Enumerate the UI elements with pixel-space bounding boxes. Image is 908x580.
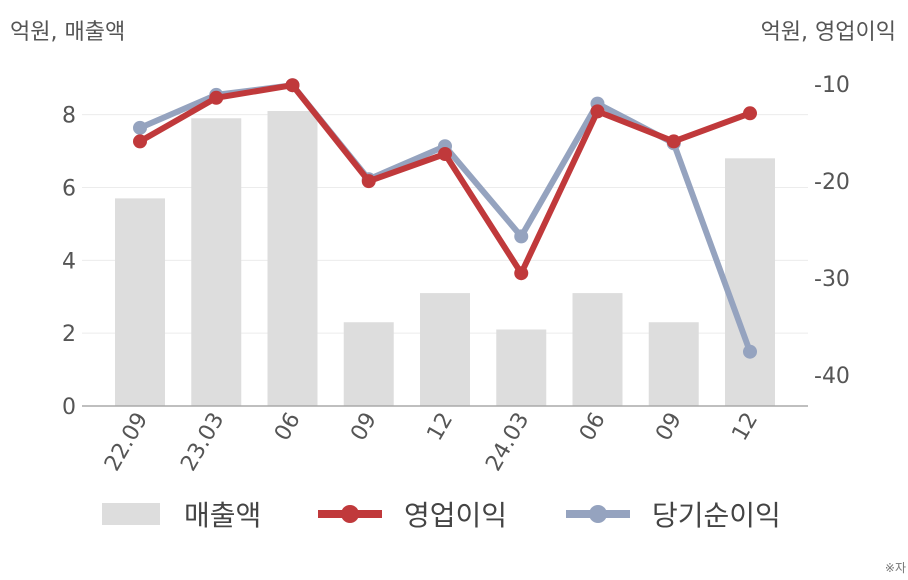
bar-revenue bbox=[725, 158, 775, 406]
x-tick-label: 24.03 bbox=[481, 409, 534, 476]
right-tick-label: -10 bbox=[814, 73, 850, 98]
legend-item-net-income: 당기순이익 bbox=[566, 492, 781, 536]
left-tick-label: 8 bbox=[62, 104, 76, 129]
point-operating-profit bbox=[666, 134, 681, 149]
point-operating-profit bbox=[743, 106, 757, 121]
left-tick-label: 4 bbox=[62, 249, 76, 274]
footnote: ※자 bbox=[884, 561, 906, 575]
legend-item-revenue: 매출액 bbox=[102, 492, 261, 536]
x-tick-label: 09 bbox=[651, 409, 687, 446]
legend-item-operating-profit: 영업이익 bbox=[318, 492, 507, 536]
left-tick-label: 0 bbox=[62, 395, 76, 420]
legend-swatch-net-income bbox=[566, 503, 630, 525]
right-tick-label: -40 bbox=[814, 364, 850, 389]
bar-revenue bbox=[648, 322, 699, 406]
point-operating-profit bbox=[285, 78, 300, 93]
x-tick-label: 12 bbox=[728, 409, 764, 446]
bar-revenue bbox=[191, 118, 242, 406]
bar-revenue bbox=[343, 322, 394, 406]
combo-chart: 0 2 4 6 8 -10 -20 -30 -40 22.09 23.03 06 09 12 24.03 06… bbox=[62, 73, 850, 476]
left-axis-label: 억원, 매출액 bbox=[10, 20, 126, 45]
bar-revenue bbox=[420, 293, 470, 406]
x-tick-label: 23.03 bbox=[176, 409, 229, 476]
right-tick-label: -20 bbox=[814, 170, 850, 195]
legend-label-revenue: 매출액 bbox=[184, 499, 262, 532]
x-tick-label: 22.09 bbox=[100, 409, 153, 476]
point-operating-profit bbox=[590, 104, 605, 119]
point-operating-profit bbox=[361, 174, 376, 189]
point-net-income bbox=[133, 120, 147, 135]
point-operating-profit bbox=[438, 147, 452, 162]
right-axis-label: 억원, 영업이익 bbox=[760, 20, 896, 45]
legend-swatch-revenue bbox=[102, 503, 160, 525]
point-operating-profit bbox=[133, 134, 147, 149]
bar-revenue bbox=[115, 198, 165, 406]
point-net-income bbox=[743, 344, 757, 359]
legend-swatch-operating-profit bbox=[318, 503, 382, 525]
point-operating-profit bbox=[209, 90, 224, 105]
point-net-income bbox=[514, 229, 529, 244]
bar-revenue bbox=[496, 329, 547, 406]
left-tick-label: 2 bbox=[62, 322, 76, 347]
left-tick-label: 6 bbox=[62, 176, 76, 201]
x-tick-label: 12 bbox=[423, 409, 459, 446]
x-tick-label: 06 bbox=[575, 409, 611, 446]
point-operating-profit bbox=[514, 266, 529, 281]
right-tick-label: -30 bbox=[814, 267, 850, 292]
legend-label-operating-profit: 영업이익 bbox=[404, 499, 508, 532]
x-tick-label: 06 bbox=[270, 409, 306, 446]
x-tick-label: 09 bbox=[346, 409, 382, 446]
legend: 매출액 영업이익 당기순이익 bbox=[0, 492, 908, 536]
bar-revenue bbox=[572, 293, 623, 406]
bar-revenue bbox=[267, 110, 318, 406]
legend-label-net-income: 당기순이익 bbox=[652, 499, 781, 532]
